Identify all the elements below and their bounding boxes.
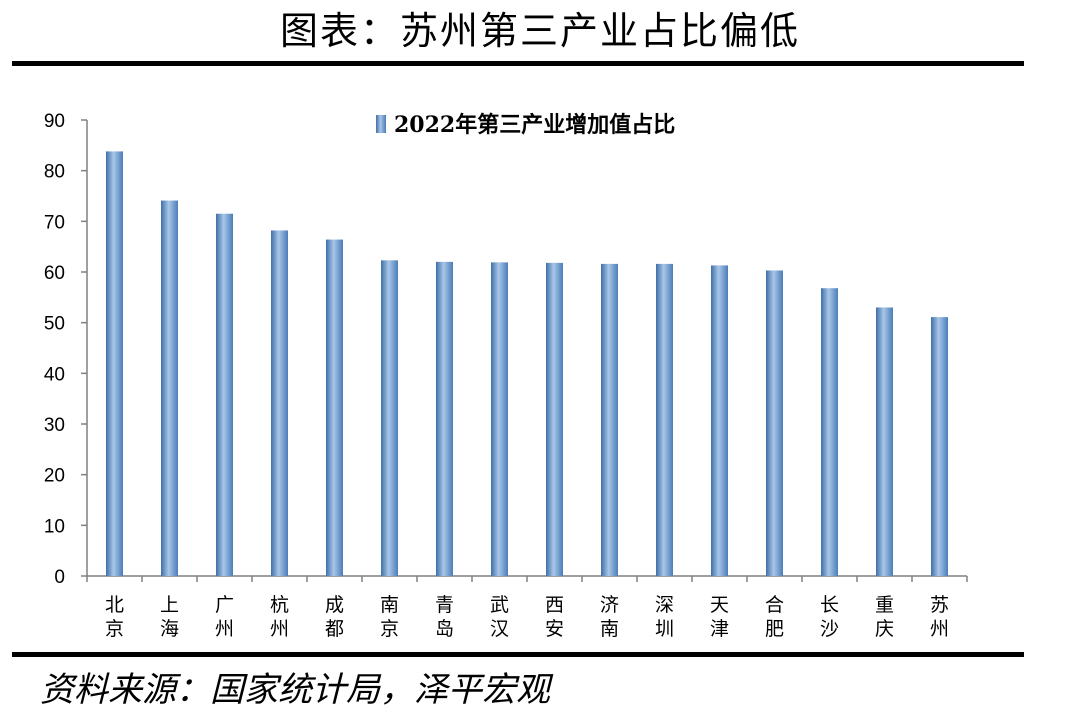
x-tick-label: 岛 (435, 618, 454, 640)
x-tick-label: 济 (600, 594, 619, 616)
bar (546, 262, 563, 576)
y-tick-label: 50 (44, 314, 65, 335)
x-tick-label: 安 (545, 618, 564, 640)
bottom-rule (12, 652, 1024, 657)
x-tick-label: 杭 (270, 594, 289, 616)
x-tick-label: 合 (765, 594, 784, 616)
legend-swatch (376, 115, 386, 133)
x-tick-label: 津 (710, 618, 729, 640)
x-tick-label: 天 (710, 594, 729, 616)
source-note: 资料来源：国家统计局，泽平宏观 (40, 670, 550, 710)
y-axis: 0 10 20 30 40 50 60 70 80 90 (44, 111, 88, 588)
bar (381, 260, 398, 576)
bar (106, 151, 123, 576)
x-tick-label: 汉 (490, 618, 509, 640)
y-tick-label: 10 (44, 516, 65, 537)
legend: 2022年第三产业增加值占比 (376, 112, 675, 138)
bar (161, 200, 178, 576)
bar (271, 230, 288, 576)
x-tick-label: 成 (325, 594, 344, 616)
bar (491, 262, 508, 576)
x-tick-label: 长 (820, 594, 839, 616)
x-tick-label: 海 (160, 618, 179, 640)
y-tick-label: 80 (44, 162, 65, 183)
page-title: 图表：苏州第三产业占比偏低 (279, 9, 800, 53)
x-tick-label: 州 (270, 618, 289, 640)
x-tick-label: 州 (215, 618, 234, 640)
bar (931, 317, 948, 576)
y-tick-label: 60 (44, 263, 65, 284)
top-rule (12, 61, 1024, 66)
y-tick-label: 40 (44, 364, 65, 385)
bar (766, 270, 783, 576)
x-tick-label: 都 (325, 618, 344, 640)
x-tick-label: 武 (490, 594, 509, 616)
bar (711, 265, 728, 576)
x-tick-label: 京 (105, 618, 124, 640)
legend-label: 2022年第三产业增加值占比 (394, 112, 675, 138)
bars (106, 151, 948, 576)
x-tick-label: 京 (380, 618, 399, 640)
bar (876, 307, 893, 576)
bar (601, 263, 618, 576)
y-tick-label: 30 (44, 415, 65, 436)
bar (216, 213, 233, 576)
x-tick-label: 南 (600, 618, 619, 640)
y-tick-label: 70 (44, 212, 65, 233)
y-tick-label: 20 (44, 466, 65, 487)
bar (326, 239, 343, 576)
x-tick-label: 青 (435, 594, 454, 616)
x-tick-label: 庆 (875, 618, 894, 640)
y-tick-label: 0 (54, 567, 65, 588)
x-tick-label: 深 (655, 594, 674, 616)
x-tick-label: 圳 (655, 618, 674, 640)
bar (821, 288, 838, 576)
x-tick-label: 北 (105, 594, 124, 616)
y-tick-label: 90 (44, 111, 65, 132)
x-tick-label: 广 (215, 594, 234, 616)
x-tick-label: 上 (160, 594, 179, 616)
x-tick-label: 西 (545, 594, 564, 616)
x-tick-label: 南 (380, 594, 399, 616)
bar (436, 261, 453, 576)
x-tick-label: 肥 (765, 618, 784, 640)
x-tick-label: 苏 (930, 594, 949, 616)
bar (656, 263, 673, 576)
x-tick-label: 州 (930, 618, 949, 640)
x-tick-label: 沙 (820, 618, 839, 640)
x-tick-label: 重 (875, 594, 894, 616)
